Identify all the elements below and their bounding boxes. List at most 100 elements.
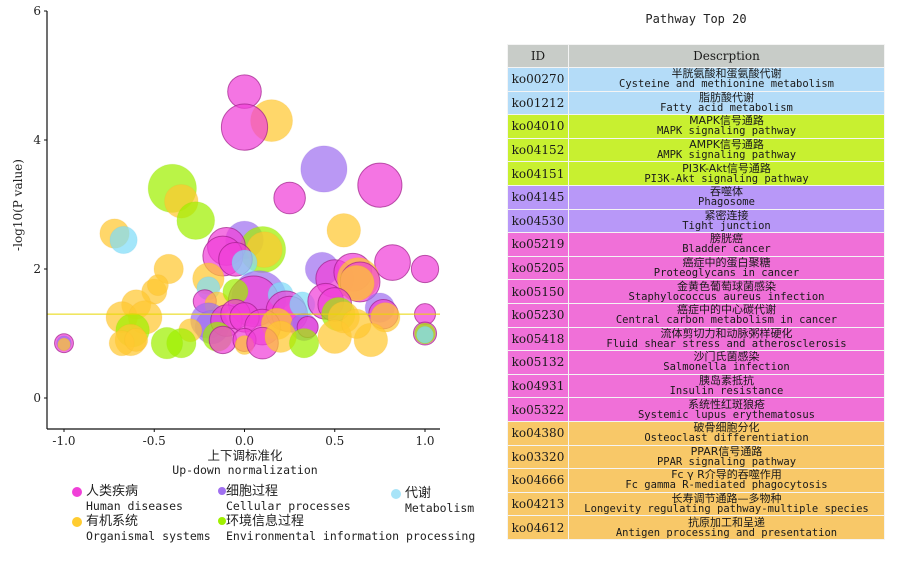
table-row: ko04666 Fc γ R介导的吞噬作用 Fc gamma R-mediated … [507, 468, 885, 493]
pathway-description: 癌症中的中心碳代谢 Central carbon metabolism in ca… [568, 302, 885, 328]
pathway-name-zh: AMPK信号通路 [689, 138, 764, 152]
pathway-description: AMPK信号通路 AMPK signaling pathway [568, 137, 885, 163]
y-tick-label: 6 [33, 4, 41, 18]
pathway-name-en: Longevity regulating pathway-multiple sp… [584, 502, 869, 515]
pathway-id: ko05132 [507, 350, 569, 375]
table-row: ko05205 癌症中的蛋白聚糖 Proteoglycans in cancer [507, 255, 885, 281]
table-row: ko05150 金黄色葡萄球菌感染 Staphylococcus aureus in… [507, 279, 885, 304]
pathway-name-zh: 膀胱癌 [710, 232, 743, 246]
table-row: ko05219 膀胱癌 Bladder cancer [507, 232, 885, 257]
bubble-organismal [124, 327, 149, 353]
x-ticks: -1.0 -0.5 0.0 0.5 1.0 [52, 429, 435, 448]
column-header-description: Descrption [568, 44, 885, 68]
bubble-metabolism [109, 225, 138, 255]
pathway-name-en: PI3K-Akt signaling pathway [644, 172, 809, 185]
pathway-name-en: Insulin resistance [669, 385, 784, 398]
bubble-human [273, 181, 306, 215]
pathway-name-en: Fatty acid metabolism [660, 101, 793, 114]
table-row: ko05230 癌症中的中心碳代谢 Central carbon metabolis… [507, 302, 885, 328]
pathway-description: 沙门氏菌感染 Salmonella infection [568, 350, 885, 375]
pathway-description: 抗原加工和呈递 Antigen processing and presentati… [568, 515, 885, 540]
bubble-organismal [341, 308, 372, 340]
bubble-organismal [57, 337, 71, 352]
table-title: Pathway Top 20 [645, 12, 747, 26]
pathway-name-zh: PPAR信号通路 [690, 445, 763, 458]
pathway-name-en: Bladder cancer [682, 243, 771, 256]
y-tick-label: 0 [33, 391, 41, 405]
pathway-name-en: Antigen processing and presentation [615, 526, 838, 539]
bubble-layer [54, 74, 440, 360]
bubble-human [220, 103, 269, 151]
pathway-name-en: Cysteine and methionine metabolism [619, 78, 834, 91]
pathway-description: 长寿调节通路—多物种 Longevity regulating pathway-m… [568, 491, 885, 517]
bubble-human [227, 74, 262, 109]
pathway-name-en: Central carbon metabolism in cancer [615, 314, 838, 327]
pathway-id: ko05219 [507, 232, 569, 257]
legend-marker [218, 517, 226, 525]
y-tick-label: 4 [33, 133, 41, 147]
pathway-description: 吞噬体 Phagosome [568, 184, 885, 210]
pathway-table: ID Descrption ko00270 半胱氨酸和蛋氨酸代谢 Cysteine … [507, 44, 885, 540]
pathway-name-en: Proteoglycans in cancer [653, 267, 800, 280]
table-row: ko05132 沙门氏菌感染 Salmonella infection [507, 350, 885, 375]
pathway-name-zh: Fc γ R介导的吞噬作用 [671, 468, 782, 482]
pathway-description: 癌症中的蛋白聚糖 Proteoglycans in cancer [568, 255, 885, 281]
table-row: ko04530 紧密连接 Tight junction [507, 208, 885, 234]
pathway-description: PI3K-Akt信号通路 PI3K-Akt signaling pathway [568, 161, 885, 186]
pathway-description: MAPK信号通路 MAPK signaling pathway [568, 114, 885, 139]
pathway-id: ko04931 [507, 373, 569, 399]
legend-item-environmental-information-processing: 环境信息过程 Environmental information process… [218, 514, 475, 544]
x-tick-label: -1.0 [52, 434, 75, 448]
pathway-id: ko03320 [507, 444, 569, 470]
pathway-name-zh: 半胱氨酸和蛋氨酸代谢 [671, 67, 782, 81]
pathway-name-en: Osteoclast differentiation [644, 432, 809, 445]
legend-item-organismal-systems: 有机系统 Organismal systems [72, 514, 211, 544]
pathway-id: ko04612 [507, 515, 569, 540]
pathway-description: 胰岛素抵抗 Insulin resistance [568, 373, 885, 399]
x-tick-label: 1.0 [415, 434, 434, 448]
pathway-name-en: Staphylococcus aureus infection [628, 290, 825, 303]
y-tick-label: 2 [33, 262, 41, 276]
pathway-name-zh: 癌症中的中心碳代谢 [677, 303, 776, 317]
table-row: ko04151 PI3K-Akt信号通路 PI3K-Akt signaling pa… [507, 161, 885, 186]
pathway-name-zh: PI3K-Akt信号通路 [682, 161, 771, 175]
bubble-environmental [150, 326, 184, 360]
pathway-id: ko04010 [507, 114, 569, 139]
pathway-description: PPAR信号通路 PPAR signaling pathway [568, 444, 885, 470]
pathway-name-zh: 长寿调节通路—多物种 [671, 492, 782, 505]
table-row: ko00270 半胱氨酸和蛋氨酸代谢 Cysteine and methionine… [507, 67, 885, 92]
bubble-human [410, 254, 440, 284]
x-tick-label: 0.0 [235, 434, 254, 448]
bubble-human [357, 162, 403, 208]
pathway-name-zh: 紧密连接 [704, 209, 749, 222]
x-tick-label: 0.5 [325, 434, 344, 448]
pathway-description: 紧密连接 Tight junction [568, 208, 885, 234]
bubble-organismal [326, 213, 362, 248]
pathway-name-zh: 系统性红斑狼疮 [688, 397, 765, 411]
legend-marker [72, 487, 82, 497]
pathway-id: ko05150 [507, 279, 569, 304]
column-header-id: ID [507, 44, 569, 68]
legend-item-metabolism: 代谢 Metabolism [391, 486, 474, 516]
pathway-name-zh: 抗原加工和呈递 [688, 515, 765, 529]
pathway-name-en: Fluid shear stress and atherosclerosis [606, 337, 847, 350]
x-axis-title-en: Up-down normalization [172, 463, 318, 477]
pathway-id: ko05230 [507, 302, 569, 328]
table-header-row: ID Descrption [507, 44, 885, 68]
bubble-chart: 0 2 4 6 -1.0 -0.5 0.0 0.5 1.0 -log10(P value) [11, 4, 440, 448]
pathway-name-zh: 吞噬体 [710, 185, 743, 199]
pathway-name-zh: 破骨细胞分化 [693, 421, 760, 435]
pathway-description: 系统性红斑狼疮 Systemic lupus erythematosus [568, 397, 885, 422]
table-row: ko04213 长寿调节通路—多物种 Longevity regulating pa… [507, 491, 885, 517]
table-row: ko05418 流体剪切力和动脉粥样硬化 Fluid shear stress an… [507, 326, 885, 352]
pathway-id: ko04666 [507, 468, 569, 493]
pathway-description: 破骨细胞分化 Osteoclast differentiation [568, 420, 885, 446]
pathway-id: ko05322 [507, 397, 569, 422]
pathway-name-zh: 金黄色葡萄球菌感染 [677, 279, 776, 293]
chart-legend: 人类疾病 Human diseases 细胞过程 Cellular proces… [70, 484, 490, 554]
x-tick-label: -0.5 [143, 434, 166, 448]
pathway-name-zh: 流体剪切力和动脉粥样硬化 [660, 327, 793, 340]
pathway-id: ko04152 [507, 137, 569, 163]
pathway-name-en: AMPK signaling pathway [656, 149, 797, 162]
table-row: ko04612 抗原加工和呈递 Antigen processing and pre… [507, 515, 885, 540]
